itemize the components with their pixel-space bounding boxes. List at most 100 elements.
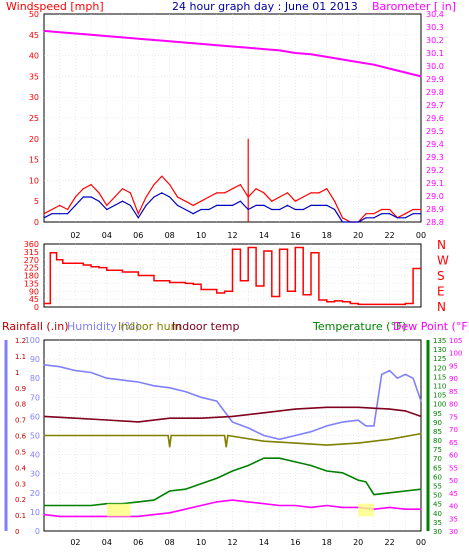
indoor-temp-line-point bbox=[294, 408, 296, 410]
wind-direction-tick-label: 270 bbox=[24, 256, 39, 265]
humidity-tick-label: 10 bbox=[30, 508, 40, 517]
windspeed-line-point bbox=[161, 175, 163, 177]
barometer-tick-label: 29.0 bbox=[426, 192, 444, 201]
windspeed-line-point bbox=[263, 192, 265, 194]
windspeed-average-line-point bbox=[263, 204, 265, 206]
humidity-line-point bbox=[263, 434, 265, 437]
dew-point-tick-label: 65 bbox=[449, 439, 458, 447]
temperature-line-point bbox=[153, 499, 155, 501]
time-tick-label: 12 bbox=[227, 231, 237, 240]
windspeed-line-point bbox=[51, 208, 53, 211]
dew-point-tick-label: 90 bbox=[449, 375, 458, 383]
humidity-tick-label: 40 bbox=[30, 451, 40, 460]
windspeed-average-line-point bbox=[334, 208, 336, 211]
compass-label: S bbox=[437, 269, 445, 283]
barometer-tick-label: 29.3 bbox=[426, 153, 444, 162]
windspeed-average-line-point bbox=[349, 221, 351, 223]
humidity-tick-label: 0 bbox=[35, 527, 40, 536]
windspeed-average-line-point bbox=[137, 217, 139, 219]
barometer-line-point bbox=[200, 43, 202, 45]
dew-point-axis-label: Dew Point (°F) bbox=[393, 320, 469, 333]
dew-point-line-point bbox=[404, 508, 406, 510]
barometer-line-point bbox=[404, 71, 406, 74]
indoor-hum-line-point bbox=[200, 434, 202, 437]
windspeed-average-line-point bbox=[43, 217, 45, 219]
rainfall-tick-label: 0.9 bbox=[15, 385, 26, 393]
windspeed-line-point bbox=[341, 217, 344, 219]
windspeed-line-point bbox=[224, 192, 226, 194]
temperature-line bbox=[44, 457, 422, 507]
dew-point-line-point bbox=[247, 501, 249, 503]
windspeed-line-point bbox=[90, 184, 92, 186]
windspeed-average-line-point bbox=[302, 208, 304, 211]
windspeed-average-line-point bbox=[169, 196, 171, 198]
windspeed-average-line-point bbox=[51, 213, 53, 215]
windspeed-tick-label: 30 bbox=[29, 93, 39, 102]
windspeed-average-line-point bbox=[326, 204, 328, 206]
barometer-tick-label: 29.2 bbox=[426, 166, 444, 175]
humidity-line-point bbox=[412, 377, 414, 379]
windspeed-average-line-point bbox=[318, 204, 320, 206]
indoor-hum-line-point bbox=[43, 434, 45, 437]
humidity-line-point bbox=[200, 396, 202, 398]
windspeed-line-point bbox=[98, 192, 100, 194]
humidity-line-point bbox=[404, 373, 406, 375]
time-tick-label: 14 bbox=[259, 538, 269, 547]
humidity-axis-label: Humidity (%) bbox=[67, 320, 139, 333]
windspeed-average-line-point bbox=[412, 213, 414, 215]
dew-point-tick-label: 45 bbox=[449, 490, 458, 498]
dew-point-tick-label: 55 bbox=[449, 464, 458, 472]
windspeed-tick-label: 35 bbox=[29, 72, 39, 81]
windspeed-line-point bbox=[231, 188, 234, 190]
wind-barometer-grid bbox=[44, 14, 421, 222]
humidity-tick-label: 60 bbox=[30, 412, 40, 421]
windspeed-line-point bbox=[318, 192, 320, 194]
time-tick-label: 16 bbox=[290, 538, 300, 547]
windspeed-line-point bbox=[412, 208, 414, 211]
windspeed-average-line-point bbox=[279, 208, 281, 211]
windspeed-line-point bbox=[216, 192, 218, 194]
dew-point-line-point bbox=[184, 508, 186, 510]
indoor-hum-line bbox=[44, 432, 422, 448]
rainfall-tick-label: 0.8 bbox=[15, 401, 26, 409]
barometer-line-point bbox=[263, 48, 265, 50]
windspeed-tick-label: 25 bbox=[29, 114, 39, 123]
barometer-line-point bbox=[184, 42, 186, 44]
humidity-line-point bbox=[184, 391, 186, 393]
windspeed-tick-label: 0 bbox=[34, 218, 39, 227]
temperature-tick-label: 105 bbox=[433, 392, 446, 400]
windspeed-line-point bbox=[176, 196, 179, 198]
temperature-line-point bbox=[404, 490, 406, 492]
barometer-line-point bbox=[341, 58, 344, 61]
time-tick-label: 06 bbox=[133, 231, 143, 240]
humidity-line bbox=[43, 364, 422, 441]
wind-direction-tick-label: 45 bbox=[29, 295, 39, 304]
indoor-temp-line-point bbox=[357, 406, 359, 408]
dew-point-line-point bbox=[279, 504, 281, 507]
rainfall-tick-label: 0.4 bbox=[15, 464, 27, 472]
windspeed-line-point bbox=[121, 188, 124, 190]
barometer-tick-label: 29.5 bbox=[426, 127, 444, 136]
windspeed-average-line-point bbox=[231, 204, 234, 206]
barometer-tick-label: 29.6 bbox=[426, 114, 444, 123]
humidity-line-point bbox=[341, 421, 344, 423]
time-tick-label: 10 bbox=[196, 538, 206, 547]
barometer-line-point bbox=[310, 53, 312, 55]
humidity-line-point bbox=[396, 377, 398, 379]
windspeed-line-point bbox=[106, 204, 108, 206]
indoor-temp-label: Indoor temp bbox=[172, 320, 239, 333]
wind-direction-tick-label: 135 bbox=[24, 279, 39, 288]
humidity-tick-label: 20 bbox=[30, 489, 40, 498]
temperature-humidity-series bbox=[43, 364, 422, 518]
indoor-hum-line-point bbox=[167, 434, 169, 437]
barometer-tick-label: 30.2 bbox=[426, 36, 444, 45]
time-tick-label: 08 bbox=[165, 231, 175, 240]
windspeed-line-point bbox=[59, 204, 61, 206]
temperature-line-point bbox=[200, 483, 202, 485]
rainfall-tick-label: 0.6 bbox=[15, 433, 27, 441]
temperature-line-point bbox=[373, 494, 375, 496]
temperature-line-point bbox=[90, 504, 92, 507]
